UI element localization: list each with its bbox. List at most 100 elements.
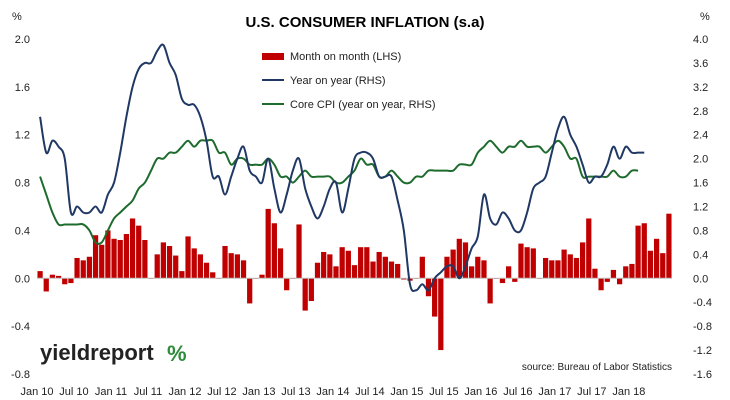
core-cpi-line xyxy=(39,138,639,245)
mom-bar xyxy=(228,253,234,279)
mom-bar xyxy=(555,260,561,279)
mom-bar xyxy=(376,251,382,279)
mom-bar xyxy=(210,272,216,279)
x-tick-label: Jul 16 xyxy=(503,386,532,398)
mom-bar xyxy=(327,254,333,279)
mom-bar xyxy=(432,278,438,317)
right-tick-label: 3.6 xyxy=(693,58,708,70)
mom-bar xyxy=(370,261,376,279)
mom-bar xyxy=(635,225,641,279)
mom-bar xyxy=(524,247,530,279)
mom-bar xyxy=(450,249,456,279)
right-tick-label: -0.8 xyxy=(693,321,712,333)
mom-bar xyxy=(259,274,265,279)
mom-bar xyxy=(166,245,173,279)
mom-bar xyxy=(136,225,142,279)
mom-bar xyxy=(666,213,672,279)
mom-bar xyxy=(339,247,345,279)
right-axis-ticks: 4.0 3.6 3.2 2.8 2.4 2.0 1.6 1.2 0.8 0.4 0.0 -0.4 -0.… xyxy=(693,34,712,381)
mom-bar xyxy=(660,253,666,279)
mom-bar xyxy=(573,257,580,279)
left-tick-label: 1.6 xyxy=(15,82,30,94)
mom-bar xyxy=(142,240,148,279)
left-tick-label: -0.8 xyxy=(11,369,30,381)
mom-bar xyxy=(74,257,80,279)
mom-bar xyxy=(55,275,62,279)
mom-bar xyxy=(105,230,111,279)
mom-bar xyxy=(240,260,247,279)
right-tick-label: 4.0 xyxy=(693,34,708,46)
left-tick-label: 0.4 xyxy=(15,225,30,237)
x-tick-label: Jan 18 xyxy=(612,386,645,398)
right-tick-label: 2.0 xyxy=(693,154,708,166)
mom-bar xyxy=(629,263,635,279)
mom-bar xyxy=(456,238,462,279)
mom-bar xyxy=(653,238,660,279)
mom-bar xyxy=(641,223,647,279)
x-tick-label: Jan 10 xyxy=(20,386,53,398)
mom-bar xyxy=(425,278,432,297)
mom-bar xyxy=(321,251,327,279)
x-tick-label: Jan 13 xyxy=(242,386,275,398)
mom-bar xyxy=(80,260,86,279)
mom-bar xyxy=(604,278,610,282)
mom-bar xyxy=(333,266,339,279)
mom-bar xyxy=(68,278,74,284)
left-tick-label: 0.8 xyxy=(15,178,30,190)
mom-bar xyxy=(277,248,284,279)
mom-bar xyxy=(179,271,185,279)
mom-bar xyxy=(647,250,654,279)
mom-bar xyxy=(567,254,573,279)
chart-title: U.S. CONSUMER INFLATION (s.a) xyxy=(246,14,485,31)
mom-bar xyxy=(203,262,210,279)
mom-bar xyxy=(518,243,524,279)
yoy-line xyxy=(39,43,645,292)
mom-bar xyxy=(197,254,203,279)
left-tick-label: 1.2 xyxy=(15,130,30,142)
mom-bar xyxy=(549,260,555,279)
mom-bar xyxy=(191,248,197,279)
x-tick-label: Jul 12 xyxy=(207,386,236,398)
x-tick-label: Jan 16 xyxy=(464,386,497,398)
right-tick-label: 0.0 xyxy=(693,273,708,285)
mom-bar xyxy=(99,244,105,279)
mom-bar xyxy=(586,218,592,279)
logo-percent-icon: % xyxy=(167,341,187,366)
mom-bar xyxy=(43,278,49,292)
right-tick-label: 0.8 xyxy=(693,225,708,237)
mom-bar xyxy=(123,234,130,279)
mom-bar xyxy=(284,278,290,291)
mom-bar xyxy=(506,266,512,279)
x-tick-label: Jul 14 xyxy=(355,386,384,398)
mom-bar xyxy=(49,274,56,279)
mom-bar xyxy=(462,242,469,279)
legend-label-yoy: Year on year (RHS) xyxy=(290,75,386,87)
right-tick-label: -0.4 xyxy=(693,297,712,309)
left-tick-label: -0.4 xyxy=(11,321,30,333)
mom-bar xyxy=(444,256,450,279)
mom-bar xyxy=(592,268,598,279)
right-tick-label: -1.2 xyxy=(693,345,712,357)
mom-bar xyxy=(388,261,395,279)
mom-bar xyxy=(395,263,401,279)
yieldreport-logo: yieldreport % xyxy=(40,340,187,366)
mom-bar xyxy=(160,242,166,279)
mom-bar xyxy=(623,266,629,279)
mom-bar xyxy=(117,240,123,279)
mom-bar xyxy=(302,278,308,311)
legend: Month on month (LHS) Year on year (RHS) … xyxy=(262,51,436,111)
mom-bar xyxy=(469,266,475,279)
mom-bar xyxy=(475,256,481,279)
mom-bar xyxy=(561,249,567,279)
x-tick-label: Jul 10 xyxy=(59,386,88,398)
mom-bar xyxy=(265,208,271,279)
mom-bar xyxy=(351,265,358,279)
x-tick-label: Jul 11 xyxy=(134,386,163,398)
mom-bar xyxy=(62,278,68,285)
legend-label-mom: Month on month (LHS) xyxy=(290,51,401,63)
mom-bar xyxy=(314,262,321,279)
x-tick-label: Jan 12 xyxy=(168,386,201,398)
series-lines xyxy=(39,43,645,292)
mom-bar xyxy=(154,254,160,279)
